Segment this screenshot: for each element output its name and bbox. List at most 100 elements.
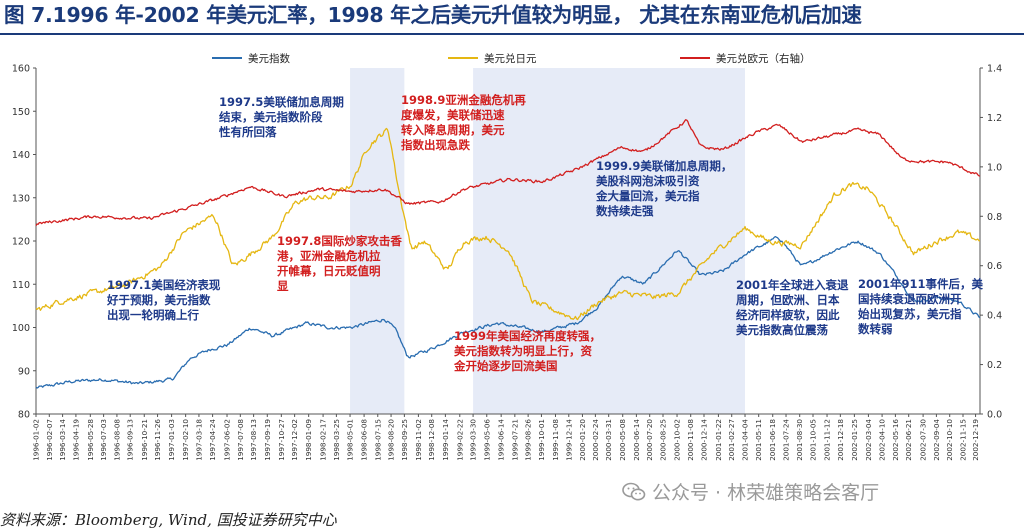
annotation-line: 1997.8国际炒家攻击香 bbox=[277, 234, 402, 248]
x-tick-label: 2001-08-30 bbox=[795, 419, 804, 461]
y-right-tick-label: 1.0 bbox=[987, 162, 1002, 173]
annotation-line: 结束，美元指数阶段 bbox=[218, 110, 323, 124]
chart: 80 90 100 110 120 130 140 150 160 0.0 0.2 0.4 0.6 0.8… bbox=[12, 52, 1002, 461]
y-right-tick-label: 1.2 bbox=[987, 113, 1002, 124]
annotation-line: 数转弱 bbox=[858, 322, 893, 336]
y-right-tick-label: 1.4 bbox=[987, 64, 1002, 75]
x-tick-label: 2002-10-10 bbox=[945, 419, 954, 461]
y-left-tick-label: 140 bbox=[12, 150, 30, 161]
shaded-periods bbox=[350, 68, 746, 414]
x-tick-label: 2002-06-21 bbox=[904, 419, 913, 461]
legend: 美元指数 美元兑日元 美元兑欧元（右轴） bbox=[212, 52, 811, 65]
series-line bbox=[35, 127, 981, 321]
x-tick-label: 1999-06-14 bbox=[497, 419, 506, 461]
figure-title: 图 7.1996 年-2002 年美元汇率，1998 年之后美元升值较为明显， … bbox=[4, 3, 862, 27]
x-tick-label: 1998-03-25 bbox=[332, 419, 341, 461]
x-tick-label: 2002-12-19 bbox=[971, 419, 980, 461]
series-lines bbox=[35, 119, 981, 389]
annotation-line: 好于预期，美元指数 bbox=[106, 293, 211, 307]
series-line bbox=[35, 119, 981, 227]
x-tick-label: 2001-02-27 bbox=[727, 419, 736, 461]
annotation-line: 金大量回流，美元指 bbox=[595, 189, 700, 203]
annotation-line: 周期，但欧洲、日本 bbox=[736, 293, 840, 307]
x-tick-label: 1996-03-14 bbox=[58, 419, 67, 461]
x-tick-label: 1997-02-10 bbox=[181, 419, 190, 461]
annotation-line: 国持续衰退而欧洲开 bbox=[858, 292, 962, 306]
annotation-line: 金开始逐步回流美国 bbox=[453, 359, 558, 373]
x-tick-label: 1997-01-03 bbox=[167, 419, 176, 461]
x-tick-label: 2002-03-04 bbox=[864, 419, 873, 461]
annotation-line: 指数出现急跌 bbox=[401, 138, 470, 152]
x-tick-label: 1997-08-13 bbox=[249, 419, 258, 461]
x-tick-label: 1997-03-18 bbox=[194, 419, 203, 461]
y-left-tick-label: 100 bbox=[12, 323, 30, 334]
x-tick-label: 1999-02-22 bbox=[455, 419, 464, 461]
legend-label: 美元兑日元 bbox=[484, 52, 537, 65]
x-tick-label: 1999-08-26 bbox=[524, 419, 533, 461]
annotation-line: 港，亚洲金融危机拉 bbox=[277, 249, 381, 263]
wechat-icon bbox=[622, 482, 646, 500]
watermark: 公众号 · 林荣雄策略会客厅 bbox=[622, 478, 879, 505]
x-tick-label: 2001-07-24 bbox=[782, 419, 791, 461]
x-tick-label: 2000-01-20 bbox=[578, 419, 587, 461]
annotation-line: 性有所回落 bbox=[219, 125, 277, 139]
x-tick-label: 1999-01-14 bbox=[441, 419, 450, 461]
watermark-text: 公众号 · 林荣雄策略会客厅 bbox=[652, 482, 880, 504]
annotation-line: 开帷幕，日元贬值明 bbox=[277, 264, 381, 278]
x-tick-label: 2002-11-15 bbox=[959, 419, 968, 461]
x-tick-label: 1998-09-25 bbox=[400, 419, 409, 461]
x-tick-label: 2000-05-08 bbox=[618, 419, 627, 461]
x-tick-label: 2002-01-25 bbox=[850, 419, 859, 461]
annotation-line: 1997.5美联储加息周期 bbox=[219, 95, 344, 109]
x-tick-label: 2000-12-14 bbox=[700, 419, 709, 461]
annotation-line: 美元指数高位震荡 bbox=[736, 323, 828, 337]
x-tick-label: 1998-02-17 bbox=[319, 419, 328, 461]
y-left-tick-label: 130 bbox=[12, 193, 30, 204]
x-tick-label: 2002-07-30 bbox=[919, 419, 928, 461]
annotation-line: 美股科网泡沫吸引资 bbox=[596, 174, 700, 188]
x-tick-label: 2002-09-04 bbox=[932, 419, 941, 461]
x-tick-label: 1997-10-27 bbox=[277, 419, 286, 461]
x-tick-label: 2002-05-16 bbox=[891, 419, 900, 461]
series-line bbox=[35, 235, 981, 389]
x-tick-label: 2000-08-25 bbox=[658, 419, 667, 461]
y-left-tick-label: 160 bbox=[12, 64, 30, 75]
x-tick-label: 1998-07-15 bbox=[373, 419, 382, 461]
annotation-line: 经济同样疲软，因此 bbox=[736, 308, 840, 322]
x-tick-label: 1996-07-03 bbox=[99, 419, 108, 461]
x-tick-label: 1999-10-01 bbox=[537, 419, 546, 461]
x-tick-label: 1998-12-08 bbox=[427, 419, 436, 461]
x-tick-label: 2001-04-04 bbox=[741, 419, 750, 461]
annotation-line: 始出现复苏，美元指 bbox=[858, 307, 962, 321]
x-tick-label: 2001-11-12 bbox=[823, 419, 832, 461]
x-tick-label: 2000-03-31 bbox=[604, 419, 613, 461]
annotation-line: 1998.9亚洲金融危机再 bbox=[401, 93, 526, 107]
axes: 80 90 100 110 120 130 140 150 160 0.0 0.2 0.4 0.6 0.8… bbox=[12, 64, 1002, 461]
x-tick-label: 1997-07-08 bbox=[236, 419, 245, 461]
x-tick-label: 1999-11-08 bbox=[551, 419, 560, 461]
y-right-tick-label: 0.4 bbox=[987, 311, 1002, 322]
x-tick-label: 2000-11-08 bbox=[686, 419, 695, 461]
y-left-tick-label: 120 bbox=[12, 237, 30, 248]
x-tick-label: 1998-05-01 bbox=[346, 419, 355, 461]
x-tick-label: 1996-09-13 bbox=[126, 419, 135, 461]
shaded-period bbox=[350, 68, 405, 414]
x-tick-label: 2001-05-11 bbox=[754, 419, 763, 461]
x-tick-label: 1999-12-14 bbox=[564, 419, 573, 461]
x-tick-label: 1998-08-20 bbox=[387, 419, 396, 461]
annotation-line: 转入降息周期，美元 bbox=[401, 123, 505, 137]
x-tick-label: 1999-05-06 bbox=[482, 419, 491, 461]
x-tick-label: 2000-10-02 bbox=[673, 419, 682, 461]
y-right-tick-label: 0.6 bbox=[987, 261, 1002, 272]
annotation-line: 1999年美国经济再度转强， bbox=[454, 329, 601, 343]
shaded-period bbox=[473, 68, 746, 414]
annotation-line: 数持续走强 bbox=[596, 204, 654, 218]
x-tick-label: 1996-04-19 bbox=[71, 419, 80, 461]
x-tick-label: 1996-01-02 bbox=[32, 419, 41, 461]
